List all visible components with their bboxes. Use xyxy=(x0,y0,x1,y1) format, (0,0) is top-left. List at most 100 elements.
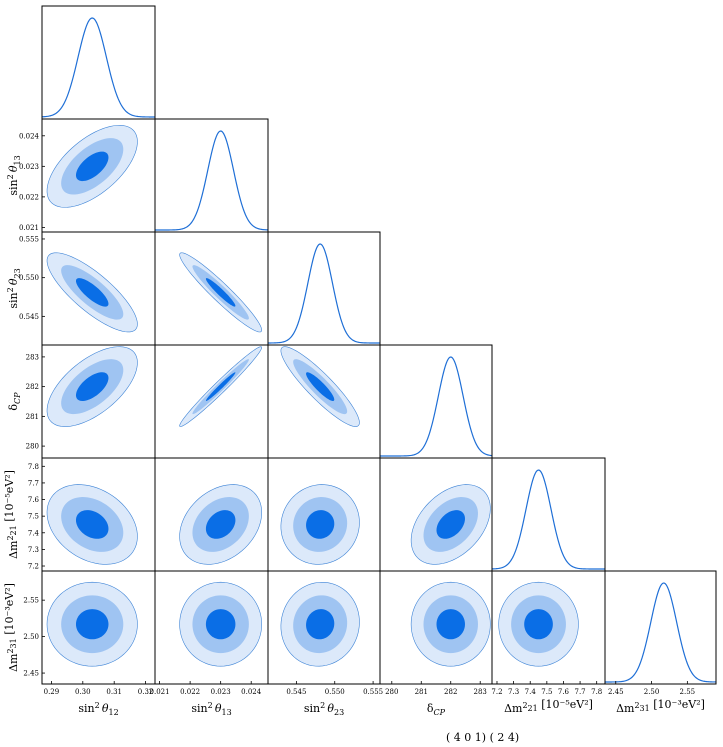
y-tick-label: 7.3 xyxy=(28,546,39,554)
y-tick-label: 280 xyxy=(26,443,39,451)
contour-1sigma xyxy=(306,372,335,401)
panel-dm31-dm21: 7.2 7.3 7.4 7.5 7.6 7.7 7.8 xyxy=(491,570,606,696)
x-tick-label: 0.021 xyxy=(150,688,170,696)
x-tick-label: 0.30 xyxy=(75,688,91,696)
x-axis-label-s13: sin2 θ13 xyxy=(191,701,231,717)
y-tick-label: 0.550 xyxy=(19,274,39,282)
panel-frame xyxy=(154,118,269,233)
label-sub: CP xyxy=(434,708,446,717)
label-sup: 2 xyxy=(6,648,15,653)
x-tick-label: 7.4 xyxy=(525,688,537,696)
panel-s23-s12: 0.545 0.550 0.555 xyxy=(19,231,156,346)
label-sub: 13 xyxy=(221,708,231,717)
x-tick-label: 281 xyxy=(415,688,428,696)
label-sub: 23 xyxy=(334,708,344,717)
label-sup: 2 xyxy=(6,174,15,179)
label-base: sin xyxy=(304,702,320,715)
y-axis-label-group: Δm231 [10⁻³eV²] xyxy=(3,583,20,672)
label-base: sin xyxy=(7,179,20,195)
label-sup: 2 xyxy=(208,701,213,710)
x-tick-label: 7.7 xyxy=(575,688,586,696)
panel-content xyxy=(280,581,360,667)
panel-dm21-s23 xyxy=(267,457,381,572)
panel-s13-s13 xyxy=(154,118,269,233)
pdf-curve-s23 xyxy=(268,243,380,344)
panel-content xyxy=(498,581,579,667)
panel-content xyxy=(280,346,360,427)
panel-frame xyxy=(41,5,156,120)
contour-1sigma xyxy=(524,609,553,640)
y-axis-label-dcp: δCP xyxy=(7,392,22,411)
y-tick-label: 7.5 xyxy=(28,513,39,521)
panel-frame xyxy=(491,457,606,572)
y-tick-label: 2.50 xyxy=(23,633,39,641)
label-sup: 2 xyxy=(6,287,15,292)
x-tick-label: 0.550 xyxy=(325,688,345,696)
y-tick-label: 283 xyxy=(26,353,39,361)
panel-dm31-dm31: 2.45 2.50 2.55 xyxy=(604,570,717,696)
pdf-curve-dm31 xyxy=(605,582,716,683)
y-tick-label: 7.4 xyxy=(28,529,40,537)
x-tick-label: 2.50 xyxy=(644,688,660,696)
panel-dcp-s12: 280 281 282 283 xyxy=(26,344,156,459)
y-tick-label: 0.021 xyxy=(19,224,39,232)
panel-s23-s23 xyxy=(267,231,381,346)
label-base: Δm xyxy=(616,702,635,715)
x-tick-label: 2.55 xyxy=(680,688,696,696)
y-tick-label: 0.555 xyxy=(19,235,39,243)
panel-content xyxy=(179,252,263,333)
y-tick-label: 0.545 xyxy=(19,313,39,321)
panel-dm31-s13: 0.021 0.022 0.023 0.024 xyxy=(150,570,269,696)
panel-content xyxy=(179,346,263,427)
y-tick-label: 0.024 xyxy=(19,132,40,140)
x-tick-label: 282 xyxy=(444,688,457,696)
y-axis-label-group: Δm221 [10⁻⁵eV²] xyxy=(3,470,20,559)
pdf-curve-dcp xyxy=(380,356,492,457)
panel-content xyxy=(46,581,138,667)
pdf-curve-s13 xyxy=(155,130,268,231)
y-tick-label: 7.8 xyxy=(28,463,39,471)
y-tick-label: 2.55 xyxy=(23,597,39,605)
y-axis-label-s13: sin2 θ13 xyxy=(6,155,22,195)
panel-content xyxy=(410,581,491,667)
panel-dm31-s12: 0.29 0.30 0.31 0.32 2.45 2.50 2.55 xyxy=(23,570,156,696)
panel-dm21-dm21 xyxy=(491,457,606,572)
x-axis-label-dm21: Δm221 [10⁻⁵eV²] xyxy=(504,698,593,715)
contour-1sigma xyxy=(205,372,236,401)
x-tick-label: 2.45 xyxy=(608,688,624,696)
panel-content xyxy=(46,125,138,208)
x-tick-label: 7.3 xyxy=(508,688,519,696)
x-tick-label: 0.545 xyxy=(286,688,306,696)
panel-content xyxy=(155,130,268,231)
panel-content xyxy=(410,484,491,565)
panel-s12-s12 xyxy=(41,5,156,120)
label-unit: [10⁻⁵eV²] xyxy=(541,698,593,711)
label-theta: θ xyxy=(7,165,20,172)
contour-1sigma xyxy=(75,151,109,182)
x-tick-label: 0.29 xyxy=(44,688,60,696)
label-unit: [10⁻⁵eV²] xyxy=(3,470,16,522)
label-base: Δm xyxy=(7,540,20,559)
y-tick-label: 282 xyxy=(26,383,39,391)
contour-1sigma xyxy=(75,510,109,539)
label-base: sin xyxy=(78,702,94,715)
axis-labels: sin2 θ12 sin2 θ13 sin2 θ23 δCP Δm221 [10⁻⁵eV… xyxy=(3,155,705,717)
panel-dm21-s13 xyxy=(154,457,269,572)
panel-content xyxy=(179,581,263,667)
y-axis-label-dm21: Δm221 [10⁻⁵eV²] xyxy=(3,470,20,559)
label-base: δ xyxy=(427,702,434,715)
panel-content xyxy=(46,252,138,333)
label-sub: 23 xyxy=(13,268,22,278)
x-tick-label: 0.31 xyxy=(106,688,122,696)
label-base: sin xyxy=(191,702,207,715)
panel-content xyxy=(380,356,492,457)
footnote-text: ( 4 0 1) ( 2 4) xyxy=(446,731,519,744)
label-theta: θ xyxy=(7,278,20,285)
label-unit: [10⁻³eV²] xyxy=(3,583,16,635)
x-axis-label-s12: sin2 θ12 xyxy=(78,701,118,717)
label-theta: θ xyxy=(327,702,334,715)
x-tick-label: 7.2 xyxy=(491,688,502,696)
panel-content xyxy=(42,17,155,118)
x-tick-label: 7.5 xyxy=(541,688,552,696)
